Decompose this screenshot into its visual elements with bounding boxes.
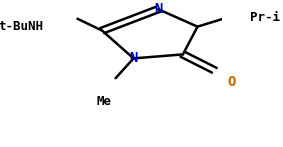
Text: Me: Me	[97, 95, 112, 108]
Text: N: N	[129, 51, 138, 65]
Text: N: N	[154, 2, 162, 16]
Text: t-BuNH: t-BuNH	[0, 20, 44, 33]
Text: O: O	[228, 75, 236, 89]
Text: Pr-i: Pr-i	[250, 11, 280, 24]
